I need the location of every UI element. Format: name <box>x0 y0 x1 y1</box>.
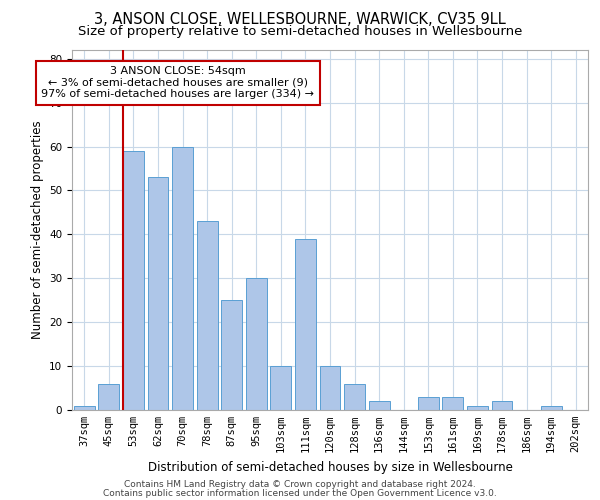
Bar <box>368 401 389 410</box>
Bar <box>418 397 439 410</box>
Text: Size of property relative to semi-detached houses in Wellesbourne: Size of property relative to semi-detach… <box>78 25 522 38</box>
Text: 3 ANSON CLOSE: 54sqm
← 3% of semi-detached houses are smaller (9)
97% of semi-de: 3 ANSON CLOSE: 54sqm ← 3% of semi-detach… <box>41 66 314 100</box>
Text: Contains HM Land Registry data © Crown copyright and database right 2024.: Contains HM Land Registry data © Crown c… <box>124 480 476 489</box>
X-axis label: Distribution of semi-detached houses by size in Wellesbourne: Distribution of semi-detached houses by … <box>148 460 512 473</box>
Bar <box>344 384 365 410</box>
Bar <box>541 406 562 410</box>
Text: 3, ANSON CLOSE, WELLESBOURNE, WARWICK, CV35 9LL: 3, ANSON CLOSE, WELLESBOURNE, WARWICK, C… <box>94 12 506 26</box>
Bar <box>467 406 488 410</box>
Bar <box>491 401 512 410</box>
Bar <box>271 366 292 410</box>
Bar <box>221 300 242 410</box>
Bar <box>123 151 144 410</box>
Text: Contains public sector information licensed under the Open Government Licence v3: Contains public sector information licen… <box>103 488 497 498</box>
Bar <box>197 221 218 410</box>
Bar <box>320 366 340 410</box>
Bar <box>98 384 119 410</box>
Bar <box>148 178 169 410</box>
Bar <box>295 239 316 410</box>
Bar <box>74 406 95 410</box>
Bar <box>442 397 463 410</box>
Bar <box>246 278 267 410</box>
Bar <box>172 146 193 410</box>
Y-axis label: Number of semi-detached properties: Number of semi-detached properties <box>31 120 44 340</box>
